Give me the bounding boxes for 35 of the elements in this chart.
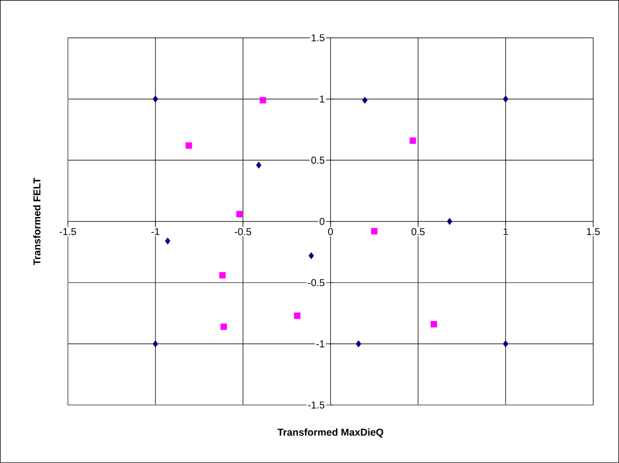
x-tick-label: 0 <box>328 228 333 236</box>
x-tick-label: 1 <box>504 228 508 236</box>
point <box>220 324 227 330</box>
point <box>219 272 226 279</box>
point <box>236 210 243 218</box>
point <box>430 321 438 328</box>
y-tick-label: 0.5 <box>311 156 324 164</box>
y-tick-label: -1 <box>316 340 324 348</box>
point <box>410 137 416 144</box>
y-tick-label: 1.5 <box>312 34 324 42</box>
point <box>356 340 362 348</box>
x-tick-label: -0.5 <box>234 228 252 236</box>
x-tick-label: -1.5 <box>60 228 76 236</box>
point <box>152 340 158 348</box>
point <box>362 96 368 104</box>
point <box>502 96 508 103</box>
y-axis-title: Transformed FELT <box>33 178 40 266</box>
y-tick-label: 0 <box>320 218 324 226</box>
point <box>152 96 158 103</box>
point <box>164 238 170 245</box>
x-tick-label: 1.5 <box>587 228 600 236</box>
x-tick-label: 0.5 <box>412 228 425 236</box>
point <box>308 252 314 260</box>
point <box>371 228 378 234</box>
x-tick-label: -1 <box>151 228 160 236</box>
point <box>446 218 452 225</box>
point <box>502 340 508 348</box>
y-tick-label: -1.5 <box>308 402 324 409</box>
point <box>186 142 192 149</box>
y-tick-label: -0.5 <box>308 279 324 286</box>
point <box>294 312 300 319</box>
x-axis-title: Transformed MaxDieQ <box>278 428 384 438</box>
y-tick-label: 1 <box>320 96 324 103</box>
point <box>256 162 262 169</box>
point <box>260 97 266 104</box>
